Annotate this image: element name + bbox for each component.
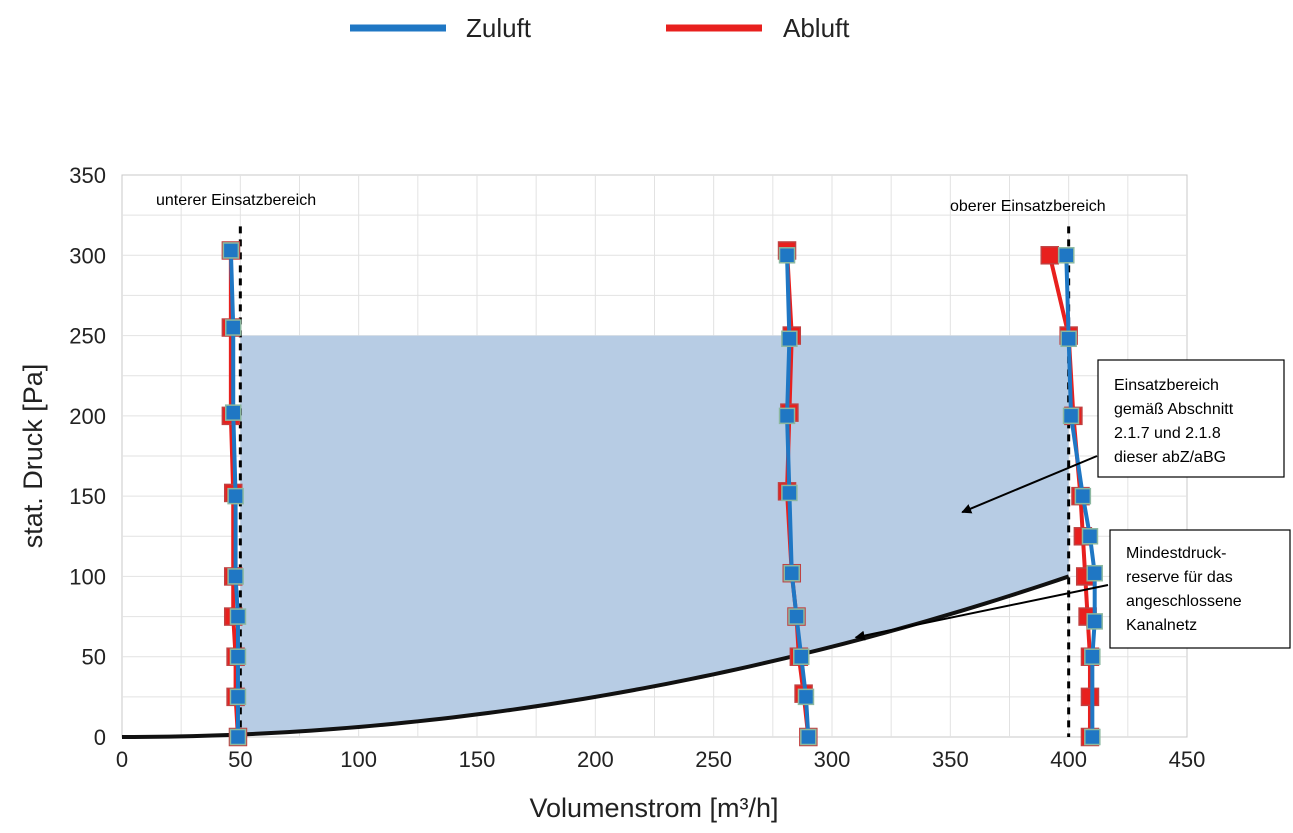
x-tick-label: 150 <box>459 747 496 772</box>
x-tick-label: 450 <box>1169 747 1206 772</box>
data-point <box>229 608 247 625</box>
legend-zuluft-label: Zuluft <box>466 13 532 43</box>
data-point <box>224 319 242 336</box>
data-point <box>797 688 815 706</box>
data-point <box>1074 487 1092 505</box>
data-point <box>227 487 244 505</box>
y-tick-label: 100 <box>69 564 106 589</box>
data-point <box>1086 613 1103 630</box>
callout-text-line: gemäß Abschnitt <box>1114 401 1234 418</box>
x-tick-label: 0 <box>116 747 128 772</box>
data-point <box>1081 528 1099 545</box>
data-point <box>229 688 247 706</box>
data-point <box>1084 648 1101 665</box>
data-point <box>224 404 242 421</box>
x-tick-label: 100 <box>340 747 377 772</box>
callout-arrows <box>854 455 1109 641</box>
callout-arrow <box>854 584 1109 641</box>
upper-range-label: oberer Einsatzbereich <box>950 198 1106 215</box>
y-tick-label: 250 <box>69 324 106 349</box>
y-tick-label: 50 <box>82 645 106 670</box>
data-point <box>227 568 244 585</box>
data-point <box>222 242 240 259</box>
x-tick-label: 50 <box>228 747 252 772</box>
y-axis-label: stat. Druck [Pa] <box>18 364 48 549</box>
data-point <box>1086 564 1103 582</box>
x-tick-label: 400 <box>1050 747 1087 772</box>
data-point <box>1080 687 1100 707</box>
callout-text-line: Mindestdruck- <box>1126 545 1226 562</box>
data-point <box>1058 247 1075 264</box>
data-point <box>229 728 247 746</box>
callout-text-line: dieser abZ/aBG <box>1114 449 1226 466</box>
callout-text-line: Einsatzbereich <box>1114 377 1219 394</box>
x-tick-label: 350 <box>932 747 969 772</box>
callout-text-line: angeschlossene <box>1126 593 1242 610</box>
legend: Zuluft Abluft <box>350 13 850 43</box>
x-axis-label: Volumenstrom [m³/h] <box>529 793 778 823</box>
data-point <box>778 247 796 264</box>
y-tick-label: 350 <box>69 163 106 188</box>
legend-abluft-label: Abluft <box>783 13 850 43</box>
data-point <box>1060 330 1077 348</box>
x-tick-label: 250 <box>695 747 732 772</box>
data-point <box>800 728 817 746</box>
x-tick-label: 200 <box>577 747 614 772</box>
x-tick-label: 300 <box>814 747 851 772</box>
callout-text-line: 2.1.7 und 2.1.8 <box>1114 425 1221 442</box>
callout-box <box>1097 359 1285 478</box>
data-point <box>781 484 798 502</box>
callout-operating-range: Einsatzbereich gemäß Abschnitt 2.1.7 und… <box>1097 359 1285 478</box>
y-tick-label: 300 <box>69 243 106 268</box>
y-tick-label: 150 <box>69 484 106 509</box>
callout-arrow <box>961 455 1098 514</box>
data-point <box>1062 407 1080 425</box>
callout-box <box>1109 529 1291 649</box>
callout-text-line: Kanalnetz <box>1126 617 1197 634</box>
data-point <box>783 564 801 582</box>
data-point <box>229 648 247 665</box>
y-tick-label: 0 <box>94 725 106 750</box>
data-point <box>1084 728 1101 746</box>
data-point <box>1040 246 1059 265</box>
y-tick-label: 200 <box>69 404 106 429</box>
lower-range-label: unterer Einsatzbereich <box>156 192 316 209</box>
tick-labels: 0 50 100 150 200 250 300 350 400 450 0 50 100 150 200 2… <box>69 163 1205 772</box>
series-group <box>221 241 1103 747</box>
data-point <box>792 648 810 665</box>
data-point <box>778 407 796 425</box>
callout-min-pressure: Mindestdruck- reserve für das angeschlos… <box>1109 529 1291 649</box>
callout-text-line: reserve für das <box>1126 569 1233 586</box>
data-point <box>781 330 798 348</box>
data-point <box>788 608 805 625</box>
